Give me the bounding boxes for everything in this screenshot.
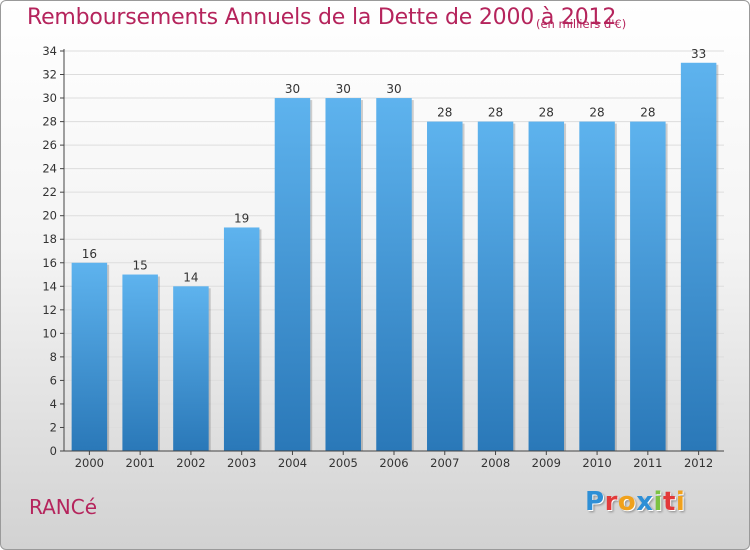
y-tick-label: 34 xyxy=(42,44,57,58)
bar xyxy=(528,121,565,452)
data-label: 28 xyxy=(437,106,452,120)
data-label: 28 xyxy=(589,106,604,120)
logo-letter: x xyxy=(636,487,654,517)
y-tick-label: 18 xyxy=(42,232,57,246)
data-label: 33 xyxy=(691,47,706,61)
logo-letter: i xyxy=(675,487,686,517)
bar xyxy=(376,98,412,451)
y-tick-label: 16 xyxy=(42,256,57,270)
bar xyxy=(579,121,615,452)
place-name: RANCé xyxy=(29,495,97,519)
y-tick-label: 12 xyxy=(42,303,57,317)
bar xyxy=(477,121,514,452)
y-tick-label: 28 xyxy=(42,115,57,129)
data-label: 30 xyxy=(285,82,300,96)
bar xyxy=(325,98,361,451)
x-tick-label: 2005 xyxy=(329,456,358,470)
x-tick-label: 2007 xyxy=(430,456,459,470)
x-tick-label: 2011 xyxy=(633,456,662,470)
chart-title: Remboursements Annuels de la Dette de 20… xyxy=(27,5,617,30)
x-tick-label: 2001 xyxy=(126,456,155,470)
y-tick-label: 0 xyxy=(50,444,57,458)
x-tick-label: 2003 xyxy=(227,456,256,470)
bar xyxy=(173,286,209,451)
data-label: 30 xyxy=(386,82,401,96)
bar xyxy=(680,62,717,451)
x-tick-label: 2006 xyxy=(379,456,408,470)
x-tick-label: 2004 xyxy=(278,456,307,470)
bar xyxy=(630,121,666,452)
logo-letter: o xyxy=(617,487,637,517)
y-tick-label: 26 xyxy=(42,138,57,152)
data-label: 30 xyxy=(336,82,351,96)
data-label: 28 xyxy=(640,106,655,120)
logo-letter: t xyxy=(662,487,676,517)
y-tick-label: 2 xyxy=(50,420,57,434)
x-tick-label: 2010 xyxy=(582,456,611,470)
bar xyxy=(427,121,463,452)
bar xyxy=(223,227,260,451)
bar xyxy=(122,274,158,451)
data-label: 15 xyxy=(133,259,148,273)
x-tick-label: 2009 xyxy=(532,456,561,470)
data-label: 19 xyxy=(234,211,249,225)
proxiti-logo[interactable]: Proxiti xyxy=(585,487,685,517)
x-tick-label: 2012 xyxy=(684,456,713,470)
data-label: 14 xyxy=(183,270,198,284)
y-tick-label: 32 xyxy=(42,68,57,82)
x-tick-label: 2000 xyxy=(75,456,104,470)
logo-letter: i xyxy=(653,487,663,517)
y-tick-label: 10 xyxy=(42,326,57,340)
bar xyxy=(71,262,108,451)
data-label: 28 xyxy=(539,106,554,120)
chart-subtitle: (en milliers d'€) xyxy=(536,17,627,31)
data-label: 28 xyxy=(488,106,503,120)
y-tick-label: 30 xyxy=(42,91,57,105)
y-tick-label: 4 xyxy=(50,397,57,411)
x-tick-label: 2008 xyxy=(481,456,510,470)
data-label: 16 xyxy=(82,247,97,261)
y-tick-label: 8 xyxy=(50,350,57,364)
y-tick-label: 14 xyxy=(42,279,57,293)
y-tick-label: 22 xyxy=(42,185,57,199)
bar xyxy=(274,98,311,451)
y-tick-label: 20 xyxy=(42,209,57,223)
y-tick-label: 6 xyxy=(50,373,57,387)
y-tick-label: 24 xyxy=(42,162,57,176)
x-tick-label: 2002 xyxy=(176,456,205,470)
logo-letter: r xyxy=(604,487,618,517)
logo-letter: P xyxy=(585,487,605,517)
